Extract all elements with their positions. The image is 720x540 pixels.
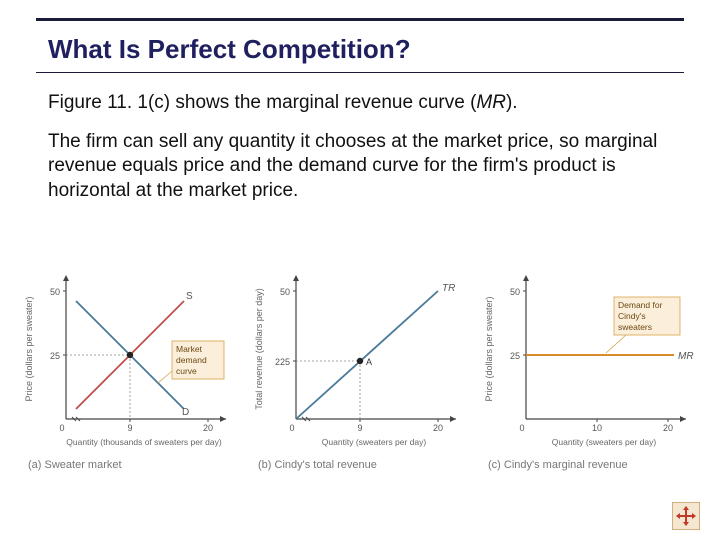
chart-c-x-0: 0	[519, 423, 524, 433]
callout-c-1: Demand for	[618, 300, 663, 310]
chart-a-y-50: 50	[50, 287, 60, 297]
chart-a-y-25: 25	[50, 351, 60, 361]
page-title: What Is Perfect Competition?	[48, 34, 411, 65]
chart-c-ylabel: Price (dollars per sweater)	[484, 296, 494, 401]
chart-c-caption: (c) Cindy's marginal revenue	[488, 459, 700, 471]
callout-a-1: Market	[176, 344, 203, 354]
chart-b-svg: 50 225 0 9 20 TR A Total revenue (do	[250, 265, 470, 455]
demand-label: D	[182, 407, 189, 418]
chart-a-ylabel: Price (dollars per sweater)	[24, 296, 34, 401]
chart-b-x-9: 9	[357, 423, 362, 433]
chart-b-wrapper: 50 225 0 9 20 TR A Total revenue (do	[250, 265, 470, 471]
chart-b-y-top: 50	[280, 287, 290, 297]
move-icon[interactable]	[672, 502, 700, 530]
supply-label: S	[186, 291, 193, 302]
chart-b-x-0: 0	[289, 423, 294, 433]
chart-a-xlabel: Quantity (thousands of sweaters per day)	[66, 437, 222, 447]
chart-a-x-9: 9	[127, 423, 132, 433]
callout-c-2: Cindy's	[618, 311, 646, 321]
charts-row: 50 25 0 9 20 S D	[20, 265, 700, 471]
callout-a-3: curve	[176, 366, 197, 376]
callout-c-3: sweaters	[618, 322, 652, 332]
chart-c-wrapper: 50 25 0 10 20 MR Demand for Cindy's swea…	[480, 265, 700, 471]
tr-label: TR	[442, 283, 455, 294]
chart-b-x-20: 20	[433, 423, 443, 433]
point-a-label: A	[366, 357, 372, 367]
chart-a-wrapper: 50 25 0 9 20 S D	[20, 265, 240, 471]
chart-c-x-20: 20	[663, 423, 673, 433]
chart-a-caption: (a) Sweater market	[28, 459, 240, 471]
para1-text: Figure 11. 1(c) shows the marginal reven…	[48, 92, 518, 113]
chart-c-y-50: 50	[510, 287, 520, 297]
chart-c-y-25: 25	[510, 351, 520, 361]
chart-c-x-10: 10	[592, 423, 602, 433]
mr-label: MR	[678, 351, 694, 362]
callout-a-2: demand	[176, 355, 207, 365]
intro-paragraph-2: The firm can sell any quantity it choose…	[48, 130, 678, 203]
chart-a-svg: 50 25 0 9 20 S D	[20, 265, 240, 455]
intro-paragraph-1: Figure 11. 1(c) shows the marginal reven…	[48, 92, 668, 114]
chart-b-ylabel: Total revenue (dollars per day)	[254, 288, 264, 410]
chart-b-caption: (b) Cindy's total revenue	[258, 459, 470, 471]
chart-a-x-0: 0	[59, 423, 64, 433]
page-top-rule	[36, 18, 684, 21]
chart-b-xlabel: Quantity (sweaters per day)	[322, 437, 427, 447]
chart-b-y-225: 225	[275, 357, 290, 367]
chart-c-xlabel: Quantity (sweaters per day)	[552, 437, 657, 447]
chart-a-x-20: 20	[203, 423, 213, 433]
chart-c-svg: 50 25 0 10 20 MR Demand for Cindy's swea…	[480, 265, 700, 455]
title-underline	[36, 72, 684, 73]
